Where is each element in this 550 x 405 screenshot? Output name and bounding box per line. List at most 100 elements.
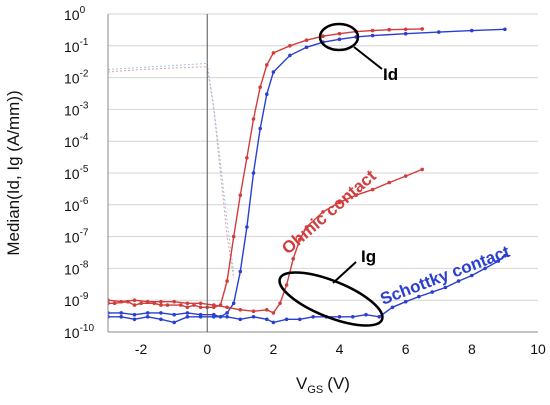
data-point-ohmic_id bbox=[112, 301, 117, 306]
series-line-schottky_ig bbox=[108, 255, 506, 324]
data-point-schottky_ig bbox=[159, 317, 163, 322]
data-point-schottky_ig bbox=[238, 317, 243, 322]
data-point-schottky_ig bbox=[483, 266, 487, 271]
data-point-ohmic_ig bbox=[403, 174, 408, 178]
data-point-schottky_id bbox=[245, 225, 249, 229]
data-point-ohmic_id bbox=[238, 193, 243, 197]
data-point-schottky_ig bbox=[390, 305, 395, 310]
data-point-ohmic_ig bbox=[159, 299, 163, 304]
data-point-ohmic_id bbox=[198, 305, 203, 310]
x-axis-title-main: V bbox=[296, 374, 308, 393]
data-point-ohmic_ig bbox=[145, 299, 150, 304]
data-point-ohmic_id bbox=[225, 279, 229, 283]
data-point-ohmic_ig bbox=[198, 301, 203, 306]
data-point-ohmic_ig bbox=[370, 187, 375, 192]
data-point-schottky_id bbox=[185, 311, 190, 315]
y-tick-label: 10-3 bbox=[64, 100, 89, 118]
data-point-schottky_ig bbox=[172, 320, 176, 325]
data-point-schottky_id bbox=[132, 312, 137, 317]
y-tick-label: 10-6 bbox=[64, 196, 89, 214]
data-point-schottky_ig bbox=[225, 315, 229, 319]
ohmic-contact-label: Ohmic contact bbox=[278, 166, 380, 258]
data-point-schottky_ig bbox=[470, 273, 474, 278]
data-point-schottky_id bbox=[304, 45, 309, 50]
data-point-ohmic_id bbox=[304, 38, 309, 42]
faint-series-group bbox=[108, 62, 235, 279]
x-tick-label: -2 bbox=[135, 341, 148, 357]
data-point-ohmic_ig bbox=[225, 305, 229, 310]
y-tick-label: 10-10 bbox=[64, 323, 94, 341]
data-point-schottky_ig bbox=[271, 320, 276, 325]
data-point-schottky_ig bbox=[403, 299, 408, 304]
y-tick-label: 10-9 bbox=[64, 291, 89, 309]
x-tick-label: 8 bbox=[468, 341, 476, 357]
data-point-ohmic_ig bbox=[119, 299, 123, 304]
data-point-ohmic_ig bbox=[265, 308, 269, 312]
x-tick-label: 6 bbox=[402, 341, 410, 357]
data-point-schottky_ig bbox=[265, 317, 269, 322]
data-point-ohmic_id bbox=[321, 34, 325, 38]
data-point-ohmic_id bbox=[251, 117, 256, 121]
data-point-ohmic_ig bbox=[337, 200, 342, 205]
data-point-ohmic_ig bbox=[284, 283, 289, 287]
data-point-ohmic_ig bbox=[238, 308, 243, 312]
ig-label: Ig bbox=[361, 247, 376, 266]
data-point-ohmic_id bbox=[265, 63, 269, 67]
data-point-schottky_ig bbox=[364, 312, 368, 317]
y-tick-label: 10-4 bbox=[64, 132, 89, 150]
y-axis-title: Median(Id, Ig (A/mm)) bbox=[4, 90, 23, 255]
y-tick-label: 100 bbox=[64, 5, 86, 23]
data-point-ohmic_id bbox=[420, 27, 425, 31]
data-point-schottky_ig bbox=[198, 315, 203, 319]
x-tick-label: 4 bbox=[336, 341, 344, 357]
data-point-schottky_id bbox=[119, 311, 123, 315]
series-group bbox=[108, 27, 507, 325]
data-point-ohmic_ig bbox=[291, 257, 296, 261]
data-point-ohmic_ig bbox=[387, 180, 392, 185]
data-point-schottky_ig bbox=[377, 315, 382, 319]
data-point-schottky_id bbox=[258, 126, 263, 131]
data-point-schottky_ig bbox=[251, 315, 256, 319]
y-tick-label: 10-2 bbox=[64, 69, 89, 87]
series-line-faint_ohmic bbox=[108, 66, 235, 279]
data-point-ohmic_id bbox=[185, 305, 190, 310]
data-point-ohmic_ig bbox=[420, 167, 425, 172]
x-axis-title: VGS (V) bbox=[296, 374, 350, 396]
x-tick-label: 10 bbox=[530, 341, 546, 357]
data-point-schottky_ig bbox=[132, 317, 137, 322]
data-point-schottky_id bbox=[288, 53, 292, 58]
data-point-ohmic_id bbox=[387, 27, 392, 32]
id-leader-line bbox=[353, 46, 383, 70]
data-point-ohmic_ig bbox=[321, 210, 325, 214]
data-point-schottky_id bbox=[225, 311, 229, 315]
data-point-schottky_id bbox=[172, 312, 176, 317]
tick-labels: -2 0 2 4 6 8 10 100 10-1 10-2 10-3 10-4 10-5 10-6 10-7… bbox=[64, 5, 546, 357]
data-point-ohmic_id bbox=[403, 27, 408, 32]
data-point-ohmic_ig bbox=[132, 298, 137, 303]
data-point-schottky_ig bbox=[337, 315, 342, 319]
data-point-ohmic_id bbox=[337, 31, 342, 36]
data-point-schottky_id bbox=[337, 37, 342, 42]
data-point-ohmic_ig bbox=[278, 301, 282, 306]
data-point-schottky_ig bbox=[298, 317, 302, 322]
data-point-ohmic_ig bbox=[271, 311, 276, 315]
axes bbox=[107, 14, 538, 333]
data-point-ohmic_ig bbox=[298, 237, 302, 242]
data-point-schottky_id bbox=[231, 301, 236, 306]
series-line-schottky_id bbox=[108, 28, 505, 318]
data-point-schottky_id bbox=[159, 311, 163, 315]
data-point-schottky_id bbox=[370, 33, 375, 38]
y-tick-label: 10-5 bbox=[64, 164, 89, 182]
data-point-schottky_id bbox=[238, 269, 243, 274]
ig-leader-line bbox=[332, 261, 357, 284]
data-point-schottky_ig bbox=[145, 315, 150, 319]
data-point-ohmic_ig bbox=[212, 303, 216, 307]
y-tick-label: 10-8 bbox=[64, 259, 89, 277]
data-point-ohmic_id bbox=[165, 303, 170, 307]
data-point-schottky_ig bbox=[119, 315, 123, 319]
gridlines bbox=[108, 13, 538, 333]
x-axis-title-unit: (V) bbox=[327, 374, 350, 393]
data-point-schottky_id bbox=[503, 27, 507, 32]
x-axis-title-sub: GS bbox=[307, 384, 323, 396]
